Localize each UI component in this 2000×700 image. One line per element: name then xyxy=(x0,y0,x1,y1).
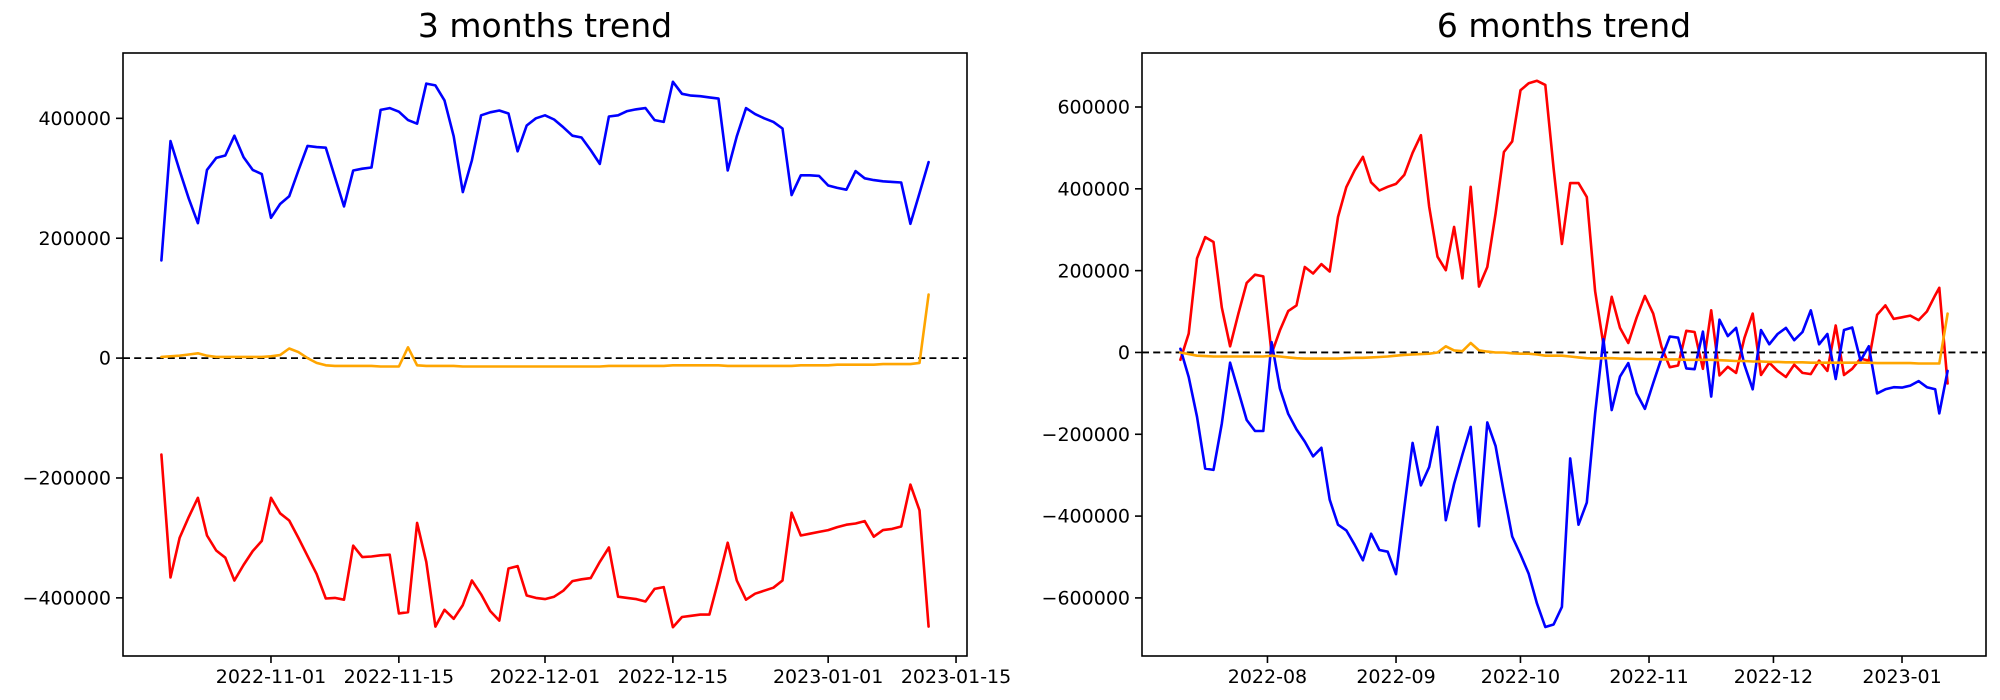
y-tick-label: −600000 xyxy=(1042,588,1130,610)
y-tick-label: 600000 xyxy=(1057,97,1130,119)
x-tick-label: 2022-11 xyxy=(1609,666,1688,688)
x-tick-label: 2022-09 xyxy=(1356,666,1435,688)
x-tick-label: 2023-01-01 xyxy=(773,666,883,688)
y-tick-label: 200000 xyxy=(1057,260,1130,282)
x-tick-label: 2022-12-15 xyxy=(618,666,728,688)
x-tick-label: 2023-01 xyxy=(1862,666,1941,688)
y-tick-label: −200000 xyxy=(1042,424,1130,446)
axes-box xyxy=(122,52,968,657)
x-tick-label: 2022-10 xyxy=(1481,666,1560,688)
x-tick-label: 2023-01-15 xyxy=(901,666,1011,688)
x-tick-label: 2022-11-01 xyxy=(216,666,326,688)
y-tick-label: −400000 xyxy=(23,588,111,610)
axes-box xyxy=(1141,52,1987,657)
y-tick-label: 400000 xyxy=(38,108,111,130)
x-tick-label: 2022-08 xyxy=(1228,666,1307,688)
chart-title-6-months: 6 months trend xyxy=(1436,6,1692,45)
red-line xyxy=(1179,79,1949,385)
x-tick-label: 2022-12 xyxy=(1734,666,1813,688)
y-tick-label: 0 xyxy=(99,348,111,370)
x-tick-label: 2022-11-15 xyxy=(344,666,454,688)
red-line xyxy=(160,453,930,629)
x-tick-label: 2022-12-01 xyxy=(490,666,600,688)
blue-line xyxy=(160,80,930,262)
blue-line xyxy=(1179,308,1949,629)
y-tick-label: 200000 xyxy=(38,228,111,250)
y-tick-label: 400000 xyxy=(1057,178,1130,200)
y-tick-label: 0 xyxy=(1118,342,1130,364)
orange-line xyxy=(1179,312,1949,365)
y-tick-label: −200000 xyxy=(23,468,111,490)
y-tick-label: −400000 xyxy=(1042,506,1130,528)
orange-line xyxy=(160,293,930,368)
chart-title-3-months: 3 months trend xyxy=(417,6,673,45)
